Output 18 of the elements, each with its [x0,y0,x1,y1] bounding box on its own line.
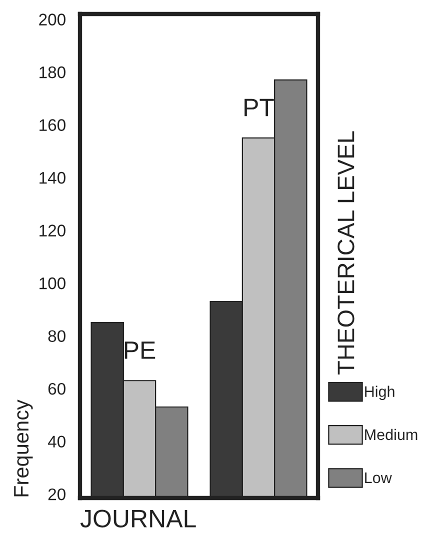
y-tick-label: 120 [40,224,66,236]
y-axis-title: Frequency [14,400,33,496]
y-tick-label: 60 [48,382,66,395]
y-tick-label: 140 [40,172,66,184]
y-tick-label: 40 [48,436,66,448]
x-tick-label: PE [124,342,156,359]
y-tick-label: 20 [48,488,66,500]
x-axis-title: JOURNAL [80,510,196,528]
legend-label: Medium [365,428,418,440]
y-tick-label: 80 [48,330,66,342]
y-tick-label: 200 [39,14,66,26]
y-tick-label: 100 [40,277,66,290]
legend-label: Low [365,472,392,484]
y-tick-label: 180 [40,66,66,78]
y-tick-label: 160 [40,119,66,131]
legend-label: High [365,386,394,400]
legend-title: THEOTERICAL LEVEL [338,131,354,374]
x-tick-label: PT [244,98,274,116]
